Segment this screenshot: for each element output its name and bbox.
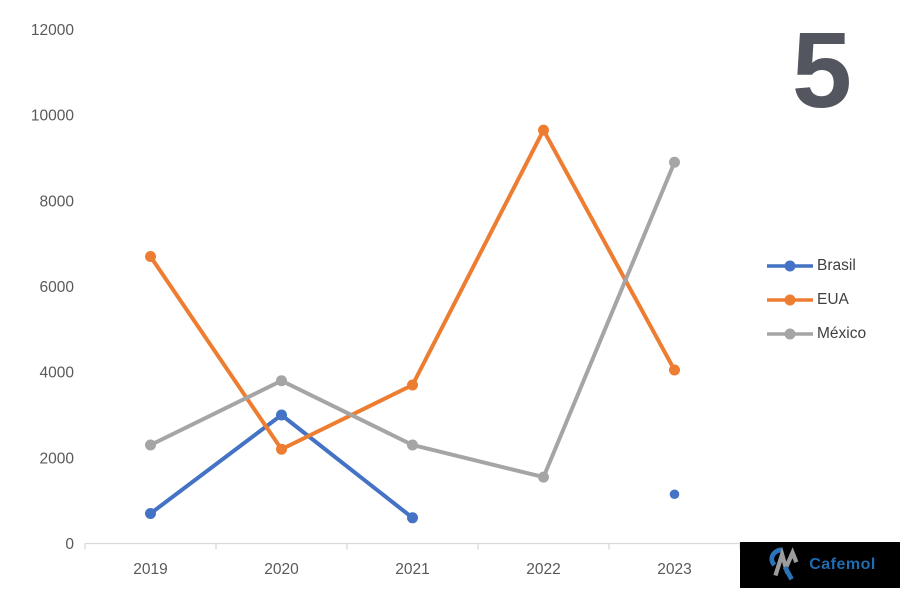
- x-tick-label: 2020: [264, 561, 299, 578]
- legend-item-label: EUA: [817, 291, 849, 308]
- legend-dot: [784, 328, 796, 340]
- legend-item-label: México: [817, 325, 867, 342]
- series-line: [148, 128, 677, 452]
- y-tick-label: 6000: [40, 279, 75, 296]
- legend-item: EUA: [766, 283, 866, 317]
- x-tick-label: 2021: [395, 561, 429, 578]
- series-EUA: [145, 124, 680, 455]
- data-point: [276, 375, 287, 387]
- y-tick-label: 0: [65, 536, 74, 553]
- logo: Cafemol: [740, 542, 900, 588]
- legend-item-label: Brasil: [817, 257, 856, 274]
- logo-mark-icon: [769, 547, 799, 581]
- data-point: [538, 124, 549, 136]
- legend: Brasil EUA México: [766, 249, 866, 351]
- data-point: [145, 251, 156, 263]
- legend-dot: [784, 260, 796, 272]
- legend-item: Brasil: [766, 249, 866, 283]
- legend-marker-icon: [767, 260, 813, 272]
- series-line: [148, 413, 415, 520]
- series-line: [148, 160, 677, 480]
- logo-text: Cafemol: [809, 556, 876, 573]
- data-point: [669, 364, 680, 376]
- legend-marker-icon: [767, 294, 813, 306]
- series-México: [145, 156, 680, 483]
- x-tick-label: 2023: [657, 561, 691, 578]
- y-tick-label: 2000: [40, 450, 75, 467]
- data-point: [538, 471, 549, 483]
- x-tick-label: 2022: [526, 561, 560, 578]
- y-tick-label: 10000: [31, 108, 74, 125]
- data-point: [145, 439, 156, 451]
- y-tick-label: 12000: [31, 22, 74, 39]
- data-point: [407, 512, 418, 524]
- legend-marker-icon: [767, 328, 813, 340]
- data-point: [407, 379, 418, 391]
- y-tick-label: 8000: [40, 193, 75, 210]
- legend-item: México: [766, 317, 866, 351]
- y-tick-label: 4000: [40, 365, 75, 382]
- x-tick-label: 2019: [133, 561, 167, 578]
- data-point: [669, 156, 680, 168]
- legend-dot: [784, 294, 796, 306]
- data-point: [407, 439, 418, 451]
- data-point: [145, 508, 156, 520]
- data-point: [669, 489, 680, 500]
- data-point: [276, 409, 287, 421]
- series-Brasil: [145, 409, 680, 524]
- slide-number: 5: [791, 9, 852, 130]
- data-point: [276, 443, 287, 455]
